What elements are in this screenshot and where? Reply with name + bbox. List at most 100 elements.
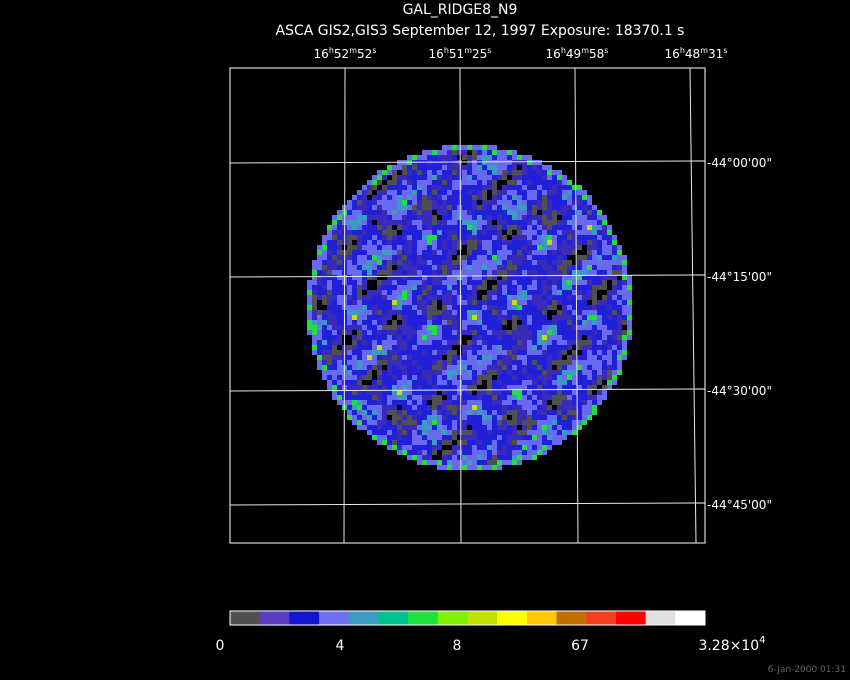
image-pixel [442,150,447,155]
image-pixel [497,155,502,160]
image-pixel [512,290,517,295]
image-pixel [547,395,552,400]
image-pixel [477,425,482,430]
colorbar-swatch [645,611,676,625]
image-pixel [382,190,387,195]
image-pixel [337,225,342,230]
image-pixel [392,180,397,185]
image-pixel [417,210,422,215]
image-pixel [362,280,367,285]
image-pixel [437,205,442,210]
image-pixel [532,225,537,230]
image-pixel [592,355,597,360]
image-pixel [462,260,467,265]
image-pixel [402,360,407,365]
image-pixel [502,440,507,445]
image-pixel [467,300,472,305]
image-pixel [327,350,332,355]
image-pixel [487,460,492,465]
image-pixel [522,240,527,245]
image-pixel [537,280,542,285]
image-pixel [362,255,367,260]
image-pixel [447,465,452,470]
image-pixel [502,355,507,360]
image-pixel [467,150,472,155]
image-pixel [492,465,497,470]
image-pixel [397,330,402,335]
image-pixel [502,385,507,390]
image-pixel [392,190,397,195]
image-pixel [592,405,597,410]
image-pixel [597,360,602,365]
image-pixel [447,245,452,250]
image-pixel [347,245,352,250]
image-pixel [367,320,372,325]
image-pixel [507,245,512,250]
image-pixel [582,395,587,400]
image-pixel [537,320,542,325]
image-pixel [497,255,502,260]
image-pixel [432,270,437,275]
image-pixel [602,280,607,285]
image-pixel [472,255,477,260]
image-pixel [562,205,567,210]
ra-label-part: m [464,46,472,55]
image-pixel [477,230,482,235]
image-pixel [392,170,397,175]
image-pixel [447,315,452,320]
image-pixel [442,310,447,315]
image-pixel [322,285,327,290]
image-pixel [387,360,392,365]
image-pixel [317,270,322,275]
image-pixel [567,380,572,385]
image-pixel [372,250,377,255]
colorbar-swatch [289,611,320,625]
image-pixel [362,330,367,335]
image-pixel [407,360,412,365]
image-pixel [527,405,532,410]
image-pixel [602,360,607,365]
image-pixel [502,160,507,165]
image-pixel [517,210,522,215]
image-pixel [407,395,412,400]
image-pixel [477,285,482,290]
image-pixel [387,390,392,395]
image-pixel [522,230,527,235]
image-pixel [422,355,427,360]
image-pixel [572,340,577,345]
image-pixel [462,240,467,245]
image-pixel [502,165,507,170]
image-pixel [502,320,507,325]
image-pixel [367,405,372,410]
ra-label-part: m [700,46,708,55]
image-pixel [527,420,532,425]
image-pixel [402,290,407,295]
image-pixel [457,445,462,450]
image-pixel [517,310,522,315]
image-pixel [377,185,382,190]
coordinate-grid [229,67,706,544]
image-pixel [402,315,407,320]
image-pixel [532,280,537,285]
image-pixel [447,340,452,345]
image-pixel [512,215,517,220]
image-pixel [432,425,437,430]
image-pixel [507,430,512,435]
image-pixel [552,275,557,280]
image-pixel [532,350,537,355]
image-pixel [577,315,582,320]
image-pixel [612,280,617,285]
image-pixel [347,275,352,280]
image-pixel [397,345,402,350]
image-pixel [477,295,482,300]
image-pixel [507,385,512,390]
image-pixel [317,305,322,310]
image-pixel [547,365,552,370]
image-pixel [532,180,537,185]
image-pixel [422,195,427,200]
image-pixel [412,445,417,450]
image-pixel [487,185,492,190]
image-pixel [412,410,417,415]
image-pixel [447,255,452,260]
image-pixel [362,205,367,210]
